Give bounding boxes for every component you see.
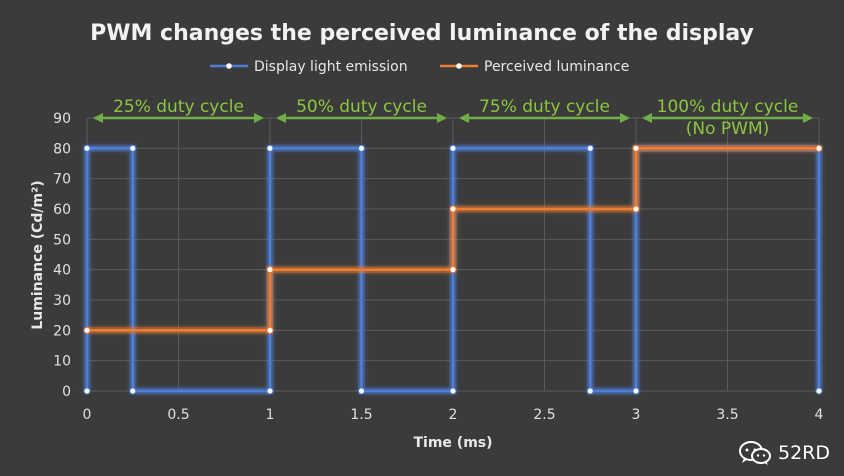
data-point (632, 144, 640, 152)
data-point (586, 144, 594, 152)
data-point (449, 266, 457, 274)
y-tick-label: 70 (53, 172, 71, 188)
data-point (449, 387, 457, 395)
duty-cycle-label: (No PWM) (686, 119, 770, 139)
data-point (266, 266, 274, 274)
legend-marker (456, 63, 462, 69)
data-point (449, 205, 457, 213)
x-tick-label: 2 (449, 407, 458, 423)
data-point (632, 387, 640, 395)
legend-marker (226, 63, 232, 69)
duty-cycle-label: 50% duty cycle (296, 97, 427, 117)
y-tick-label: 20 (53, 323, 71, 339)
x-tick-label: 2.5 (533, 407, 555, 423)
data-point (266, 387, 274, 395)
legend-label: Perceived luminance (484, 59, 629, 75)
x-tick-label: 0.5 (167, 407, 189, 423)
y-axis-title: Luminance (Cd/m²) (30, 180, 46, 329)
data-point (449, 144, 457, 152)
data-point (358, 144, 365, 152)
data-point (266, 326, 274, 334)
y-tick-label: 90 (53, 111, 71, 127)
series-line-perceived (87, 147, 819, 332)
data-point (358, 387, 365, 395)
x-tick-label: 3 (632, 407, 641, 423)
chart-legend: Display light emission Perceived luminanc… (210, 59, 629, 75)
y-tick-label: 30 (53, 293, 71, 309)
watermark: 52RD (738, 440, 830, 466)
data-point (83, 144, 91, 152)
y-tick-label: 50 (53, 232, 71, 248)
duty-cycle-label: 100% duty cycle (657, 97, 799, 117)
x-tick-label: 4 (815, 407, 824, 423)
wechat-icon (738, 441, 771, 465)
chart-title: PWM changes the perceived luminance of t… (90, 21, 754, 46)
duty-cycle-annotations: 25% duty cycle 50% duty cycle 75% duty cyc… (93, 97, 813, 139)
data-point (83, 387, 91, 395)
data-point (815, 144, 823, 152)
y-tick-label: 10 (53, 354, 71, 370)
chart-series (83, 144, 823, 395)
y-tick-label: 40 (53, 263, 71, 279)
y-tick-label: 0 (62, 384, 71, 400)
y-tick-label: 80 (53, 141, 71, 157)
x-tick-label: 0 (83, 407, 92, 423)
data-point (815, 387, 823, 395)
series-line-emission (85, 147, 821, 393)
duty-cycle-label: 75% duty cycle (479, 97, 610, 117)
data-point (129, 387, 137, 395)
legend-label: Display light emission (254, 59, 408, 75)
duty-cycle-label: 25% duty cycle (113, 97, 244, 117)
y-axis-ticks: 0 10 20 30 40 50 60 70 80 90 (53, 111, 71, 400)
x-tick-label: 1.5 (350, 407, 372, 423)
data-point (83, 326, 91, 334)
data-point (632, 205, 640, 213)
data-point (129, 144, 137, 152)
x-axis-ticks: 0 0.5 1 1.5 2 2.5 3 3.5 4 (83, 407, 824, 423)
x-tick-label: 3.5 (716, 407, 738, 423)
data-point (266, 144, 274, 152)
x-tick-label: 1 (266, 407, 275, 423)
y-tick-label: 60 (53, 202, 71, 218)
data-point (586, 387, 594, 395)
watermark-text: 52RD (777, 442, 830, 464)
x-axis-title: Time (ms) (413, 435, 492, 451)
